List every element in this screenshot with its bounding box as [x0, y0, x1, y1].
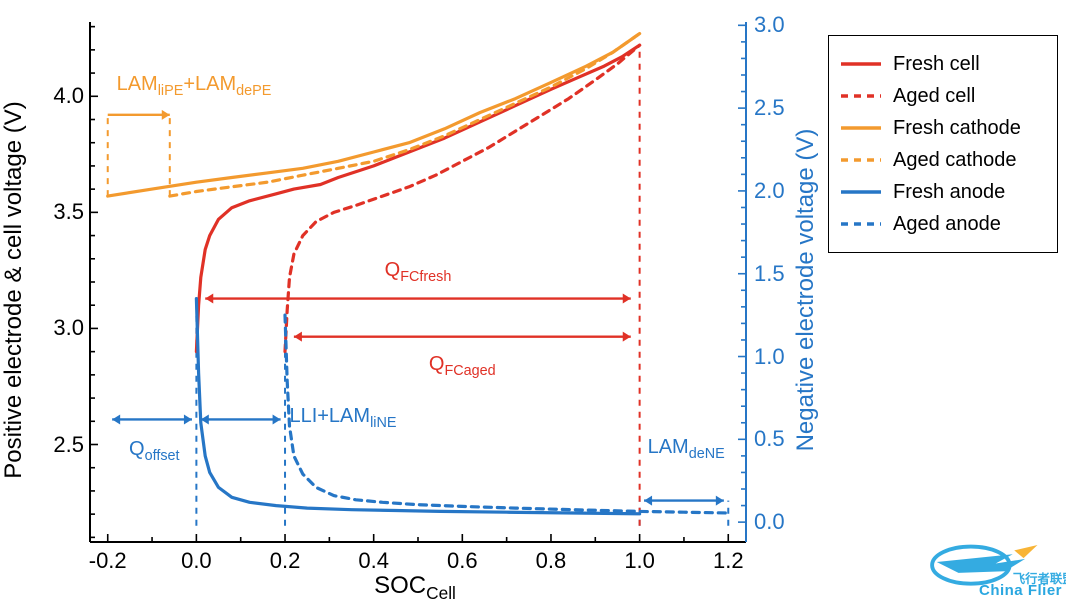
legend-item: Aged cell	[839, 80, 1047, 112]
legend-item: Aged cathode	[839, 144, 1047, 176]
annotation-label: QFCfresh	[385, 259, 452, 285]
legend-label: Fresh cell	[893, 53, 980, 76]
tick-label: 4.0	[34, 83, 84, 109]
legend-item: Fresh anode	[839, 176, 1047, 208]
annotation-label: Qoffset	[129, 438, 180, 464]
tick-label: 0.0	[166, 548, 226, 574]
tick-label: 1.0	[754, 344, 804, 370]
series-fresh_anode	[196, 299, 639, 514]
tick-label: 2.0	[754, 178, 804, 204]
tick-label: 0.4	[344, 548, 404, 574]
legend-swatch	[839, 180, 883, 204]
series-aged_cathode	[170, 34, 640, 197]
tick-label: 0.0	[754, 509, 804, 535]
tick-label: 0.5	[754, 426, 804, 452]
tick-label: 1.0	[610, 548, 670, 574]
series-fresh_cathode	[108, 34, 640, 197]
watermark-text: China Flier	[979, 582, 1062, 599]
legend-item: Fresh cell	[839, 48, 1047, 80]
tick-label: 0.8	[521, 548, 581, 574]
x-axis-label: SOCCell	[374, 572, 456, 604]
legend-swatch	[839, 148, 883, 172]
tick-label: 2.5	[34, 432, 84, 458]
annotation-label: QFCaged	[429, 353, 496, 379]
tick-label: 2.5	[754, 95, 804, 121]
tick-label: 1.2	[698, 548, 758, 574]
legend-label: Aged anode	[893, 213, 1001, 236]
legend-swatch	[839, 84, 883, 108]
tick-label: 3.0	[754, 12, 804, 38]
legend-label: Fresh cathode	[893, 117, 1021, 140]
series-aged_cell	[285, 45, 640, 351]
annotation-label: LAMdeNE	[648, 436, 725, 462]
tick-label: 0.6	[432, 548, 492, 574]
annotation-label: LLI+LAMliNE	[289, 405, 396, 431]
legend-box: Fresh cell Aged cell Fresh cathode Aged cat…	[828, 35, 1058, 253]
tick-label: 3.0	[34, 315, 84, 341]
legend-swatch	[839, 52, 883, 76]
tick-label: -0.2	[78, 548, 138, 574]
legend-label: Aged cathode	[893, 149, 1016, 172]
annotation-label: LAMliPE+LAMdePE	[117, 73, 272, 99]
tick-label: 1.5	[754, 261, 804, 287]
y-left-axis-label: Positive electrode & cell voltage (V)	[0, 101, 28, 479]
figure-root: Positive electrode & cell voltage (V) Ne…	[0, 0, 1080, 605]
legend-item: Fresh cathode	[839, 112, 1047, 144]
legend-item: Aged anode	[839, 208, 1047, 240]
legend-label: Aged cell	[893, 85, 975, 108]
tick-label: 3.5	[34, 199, 84, 225]
legend-swatch	[839, 212, 883, 236]
legend-label: Fresh anode	[893, 181, 1005, 204]
tick-label: 0.2	[255, 548, 315, 574]
legend-swatch	[839, 116, 883, 140]
